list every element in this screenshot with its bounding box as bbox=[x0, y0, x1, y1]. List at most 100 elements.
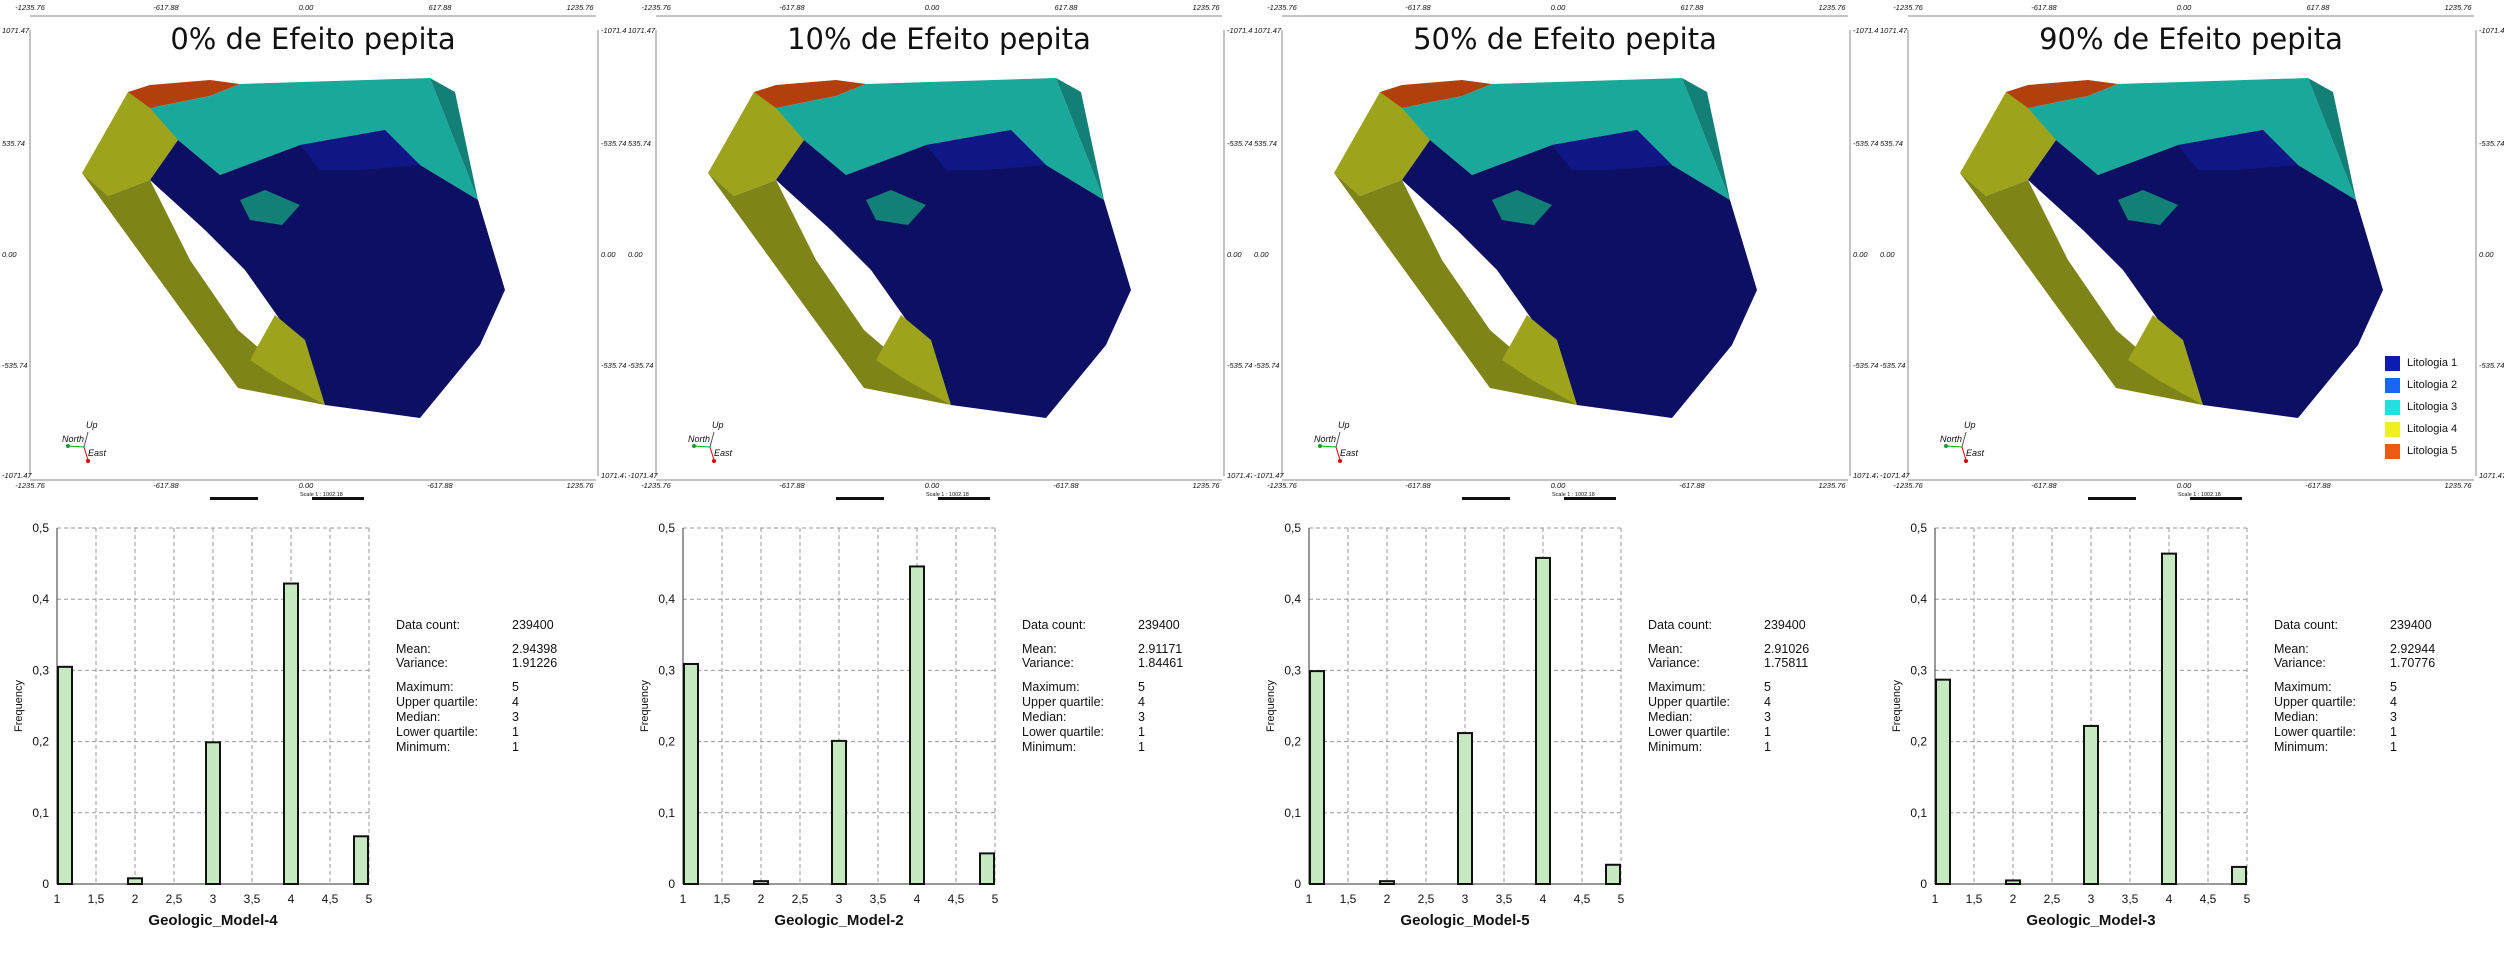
stat-label: Lower quartile: bbox=[1022, 725, 1104, 739]
panel-title: 10% de Efeito pepita bbox=[787, 22, 1091, 56]
ruler-right-tick: 1071.471071.47 bbox=[1853, 471, 1878, 480]
block-face-3 bbox=[1402, 78, 1730, 200]
ruler-right-tick: 0.00 bbox=[1227, 250, 1242, 259]
block-face-4 bbox=[430, 78, 478, 200]
scale-bar-right bbox=[2190, 497, 2242, 500]
ruler-bottom-tick: 1235.76 bbox=[566, 481, 594, 490]
stat-value: 5 bbox=[2390, 680, 2397, 694]
legend-label: Litologia 1 bbox=[2407, 357, 2458, 369]
y-tick-label: 0 bbox=[668, 877, 675, 891]
ruler-top-tick: -617.88 bbox=[779, 3, 805, 12]
legend-label: Litologia 5 bbox=[2407, 445, 2458, 457]
histogram: 0 0,1 0,2 0,3 0,4 0,5 1 1,5 2 2,5 3 3,5 4 4,5 5 Frequen… bbox=[1878, 515, 2504, 949]
ruler-right-tick: -1071.471071.47 bbox=[2479, 26, 2504, 35]
compass-north-axis bbox=[1319, 445, 1337, 448]
block-face-6 bbox=[2178, 130, 2298, 170]
panel-title: 50% de Efeito pepita bbox=[1413, 22, 1717, 56]
histogram-bar bbox=[2161, 552, 2177, 886]
compass-north-dot bbox=[66, 444, 70, 448]
compass-up-axis bbox=[83, 431, 89, 448]
compass-north-label: North bbox=[62, 434, 84, 444]
stat-value: 1.70776 bbox=[2390, 656, 2436, 670]
x-tick-label: 2,5 bbox=[792, 892, 809, 906]
ruler-bottom-tick: 0.00 bbox=[925, 481, 940, 490]
compass-north-label: North bbox=[688, 434, 710, 444]
stat-value: 3 bbox=[512, 710, 519, 724]
ruler-left-tick: 535.74 bbox=[628, 139, 651, 148]
ruler-right-tick: 0.00 bbox=[601, 250, 616, 259]
histogram-bar bbox=[1605, 863, 1621, 885]
compass-east-label: East bbox=[714, 448, 733, 458]
compass-up-label: Up bbox=[1964, 420, 1976, 430]
scale-bar-left bbox=[836, 497, 884, 500]
histogram-bar bbox=[979, 852, 995, 886]
scale-bar-right bbox=[938, 497, 990, 500]
stat-value: 1 bbox=[1138, 725, 1145, 739]
block-face-5 bbox=[776, 130, 1131, 418]
y-tick-label: 0,1 bbox=[658, 806, 675, 820]
x-tick-label: 3,5 bbox=[1496, 892, 1513, 906]
block-face-5 bbox=[1402, 130, 1757, 418]
stat-value: 2.92944 bbox=[2390, 642, 2436, 656]
block-face-7 bbox=[866, 190, 926, 225]
x-tick-label: 3 bbox=[210, 892, 217, 906]
panel-title: 90% de Efeito pepita bbox=[2039, 22, 2343, 56]
stat-label: Maximum: bbox=[2274, 680, 2332, 694]
ruler-right-tick: -1071.471071.47 bbox=[1853, 26, 1878, 35]
ruler-top-tick: -1235.76 bbox=[1267, 3, 1297, 12]
x-tick-label: 3,5 bbox=[2122, 892, 2139, 906]
y-axis-label: Frequency bbox=[1265, 680, 1277, 732]
y-tick-label: 0,5 bbox=[1910, 521, 1927, 535]
stat-value: 5 bbox=[1138, 680, 1145, 694]
compass-up-label: Up bbox=[1338, 420, 1350, 430]
stat-label: Variance: bbox=[1022, 656, 1074, 670]
compass-north-label: North bbox=[1314, 434, 1336, 444]
stat-label: Data count: bbox=[396, 618, 460, 632]
y-tick-label: 0,1 bbox=[1910, 806, 1927, 820]
histogram-svg: 0 0,1 0,2 0,3 0,4 0,5 1 1,5 2 2,5 3 3,5 4 4,5 5 Frequen… bbox=[1265, 521, 1625, 929]
stat-label: Upper quartile: bbox=[1022, 695, 1104, 709]
x-tick-label: 2 bbox=[132, 892, 139, 906]
stat-value: 1.91226 bbox=[512, 656, 558, 670]
panel-title: 0% de Efeito pepita bbox=[170, 22, 456, 56]
compass-east-label: East bbox=[1340, 448, 1359, 458]
histogram-bar bbox=[2005, 879, 2021, 886]
block-face-8 bbox=[2128, 315, 2203, 405]
y-tick-label: 0,2 bbox=[32, 735, 49, 749]
histogram-svg: 0 0,1 0,2 0,3 0,4 0,5 1 1,5 2 2,5 3 3,5 4 4,5 5 Frequen… bbox=[639, 521, 999, 929]
stat-value: 5 bbox=[1764, 680, 1771, 694]
histogram-bar bbox=[353, 835, 369, 885]
x-tick-label: 3 bbox=[2088, 892, 2095, 906]
x-axis-label: Geologic_Model-3 bbox=[2026, 912, 2155, 929]
stat-value: 2.91026 bbox=[1764, 642, 1810, 656]
compass-up-axis bbox=[1335, 431, 1341, 448]
histogram-bar bbox=[57, 665, 73, 885]
legend-swatch bbox=[2385, 356, 2400, 371]
block-face-8 bbox=[876, 315, 951, 405]
ruler-right-tick: -535.74535.74 bbox=[1227, 361, 1252, 370]
histogram: 0 0,1 0,2 0,3 0,4 0,5 1 1,5 2 2,5 3 3,5 4 4,5 5 Frequen… bbox=[626, 515, 1252, 949]
stat-label: Minimum: bbox=[2274, 740, 2329, 754]
ruler-left-tick: 1071.47 bbox=[2, 26, 30, 35]
x-tick-label: 4 bbox=[288, 892, 295, 906]
x-tick-label: 2 bbox=[2010, 892, 2017, 906]
ruler-left-tick: -535.74 bbox=[628, 361, 653, 370]
ruler-bottom-tick: -617.88 bbox=[427, 481, 453, 490]
scale-bar-left bbox=[210, 497, 258, 500]
y-tick-label: 0,4 bbox=[658, 592, 675, 606]
stat-label: Mean: bbox=[1022, 642, 1057, 656]
histogram-bar bbox=[2231, 865, 2247, 885]
compass-east-label: East bbox=[1966, 448, 1985, 458]
ruler-right-tick: -1071.471071.47 bbox=[1227, 26, 1252, 35]
block-face-3 bbox=[2028, 78, 2356, 200]
compass-up-label: Up bbox=[86, 420, 98, 430]
ruler-top-tick: 1235.76 bbox=[566, 3, 594, 12]
histogram-svg: 0 0,1 0,2 0,3 0,4 0,5 1 1,5 2 2,5 3 3,5 4 4,5 5 Frequen… bbox=[1891, 521, 2251, 929]
x-tick-label: 1 bbox=[680, 892, 687, 906]
block-face-0 bbox=[1960, 92, 2056, 196]
x-tick-label: 3,5 bbox=[244, 892, 261, 906]
histogram: 0 0,1 0,2 0,3 0,4 0,5 1 1,5 2 2,5 3 3,5 4 4,5 5 Frequen… bbox=[0, 515, 626, 949]
